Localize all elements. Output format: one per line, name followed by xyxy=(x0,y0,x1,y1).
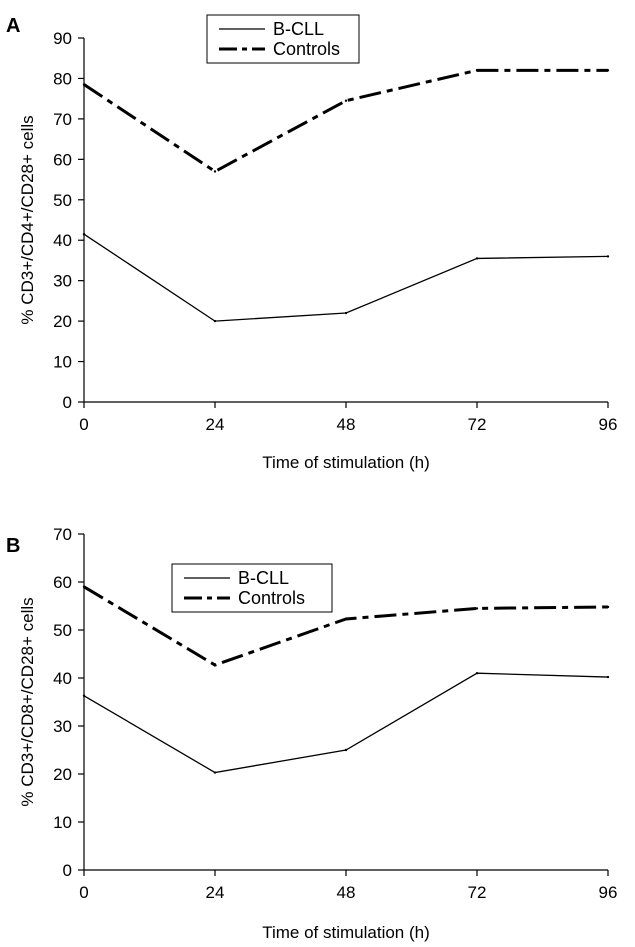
y-tick-label: 40 xyxy=(53,231,72,250)
data-point-b-cll xyxy=(213,319,217,323)
y-tick-label: 0 xyxy=(63,861,72,880)
y-tick-label: 20 xyxy=(53,312,72,331)
y-tick-label: 60 xyxy=(53,573,72,592)
data-point-b-cll xyxy=(344,748,348,752)
x-tick-label: 0 xyxy=(79,883,88,902)
series-line-b-cll xyxy=(83,233,609,322)
data-point-b-cll xyxy=(213,771,217,774)
x-tick-label: 72 xyxy=(468,415,487,434)
x-tick-label: 96 xyxy=(599,883,618,902)
x-tick-label: 24 xyxy=(206,415,225,434)
y-tick-label: 30 xyxy=(53,272,72,291)
data-point-controls xyxy=(82,83,86,86)
data-point-b-cll xyxy=(475,257,479,260)
legend-box xyxy=(206,14,360,64)
data-point-controls xyxy=(606,605,610,609)
y-tick-label: 50 xyxy=(53,621,72,640)
data-point-controls xyxy=(475,607,479,610)
panel-label: A xyxy=(6,15,20,37)
data-point-b-cll xyxy=(475,672,479,675)
legend-box xyxy=(171,563,333,613)
y-axis-label: % CD3+/CD8+/CD28+ cells xyxy=(18,597,37,806)
series-line-controls xyxy=(83,585,609,667)
chart-panel-b: B 0 10 20 30 40 50 60 70 0 24 48 72 96 Time of stimula… xyxy=(6,525,617,942)
x-tick-label: 48 xyxy=(337,883,356,902)
y-tick-label: 10 xyxy=(53,813,72,832)
y-tick-label: 60 xyxy=(53,150,72,169)
data-point-controls xyxy=(82,585,86,588)
chart-panel-a: A 0 10 20 30 40 50 60 70 80 90 0 24 48 72 96 Time of sti… xyxy=(6,14,618,472)
data-point-controls xyxy=(344,99,348,102)
x-tick-label: 48 xyxy=(337,415,356,434)
x-tick-label: 96 xyxy=(599,415,618,434)
legend-label: Controls xyxy=(273,39,340,59)
x-tick-label: 0 xyxy=(79,415,88,434)
data-point-controls xyxy=(606,69,610,72)
y-tick-label: 90 xyxy=(53,29,72,48)
data-point-b-cll xyxy=(82,694,86,697)
legend-label: Controls xyxy=(238,588,305,608)
x-tick-label: 72 xyxy=(468,883,487,902)
data-point-controls xyxy=(213,663,217,667)
y-tick-label: 70 xyxy=(53,525,72,544)
y-tick-label: 70 xyxy=(53,110,72,129)
panel-label: B xyxy=(6,535,20,557)
data-point-b-cll xyxy=(606,255,610,258)
data-point-b-cll xyxy=(606,675,610,679)
x-axis-label: Time of stimulation (h) xyxy=(262,923,430,942)
y-tick-label: 50 xyxy=(53,191,72,210)
y-tick-label: 40 xyxy=(53,669,72,688)
x-axis-label: Time of stimulation (h) xyxy=(262,453,430,472)
y-axis-label: % CD3+/CD4+/CD28+ cells xyxy=(18,115,37,324)
data-point-controls xyxy=(344,617,348,621)
data-point-b-cll xyxy=(344,311,348,315)
legend-label: B-CLL xyxy=(238,568,289,588)
data-point-controls xyxy=(213,170,217,173)
legend-label: B-CLL xyxy=(273,19,324,39)
data-point-b-cll xyxy=(82,232,86,236)
y-tick-label: 0 xyxy=(63,393,72,412)
y-tick-label: 10 xyxy=(53,353,72,372)
y-tick-label: 80 xyxy=(53,69,72,88)
y-tick-label: 20 xyxy=(53,765,72,784)
data-point-controls xyxy=(475,69,479,72)
y-tick-label: 30 xyxy=(53,717,72,736)
series-line-controls xyxy=(83,68,608,174)
series-line-b-cll xyxy=(83,672,609,774)
x-tick-label: 24 xyxy=(206,883,225,902)
